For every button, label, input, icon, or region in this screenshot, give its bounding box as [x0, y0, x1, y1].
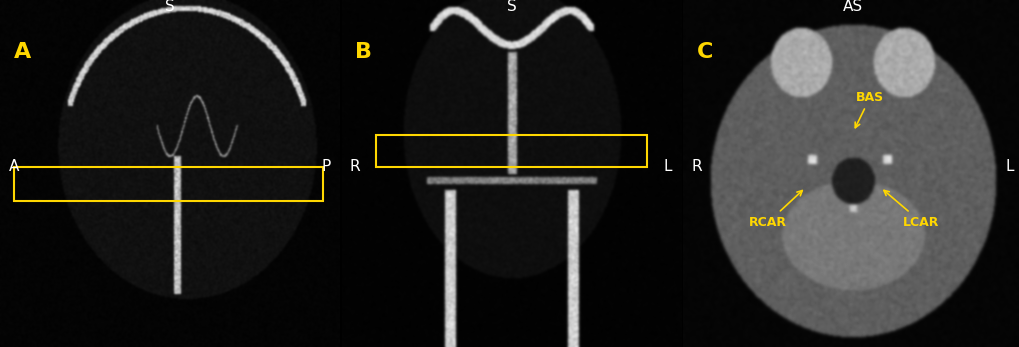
Text: R: R	[691, 159, 702, 174]
Text: L: L	[1005, 159, 1013, 174]
Text: S: S	[506, 0, 516, 15]
Text: P: P	[321, 159, 330, 174]
Text: LCAR: LCAR	[883, 191, 938, 229]
Text: R: R	[350, 159, 361, 174]
Text: L: L	[663, 159, 672, 174]
Bar	[13, 167, 322, 201]
Text: A: A	[8, 159, 18, 174]
Text: RCAR: RCAR	[749, 191, 802, 229]
Text: BAS: BAS	[854, 91, 883, 128]
Text: B: B	[355, 42, 372, 62]
Text: S: S	[165, 0, 174, 15]
Bar	[375, 135, 647, 167]
Text: A: A	[13, 42, 31, 62]
Text: C: C	[696, 42, 712, 62]
Text: AS: AS	[843, 0, 862, 15]
